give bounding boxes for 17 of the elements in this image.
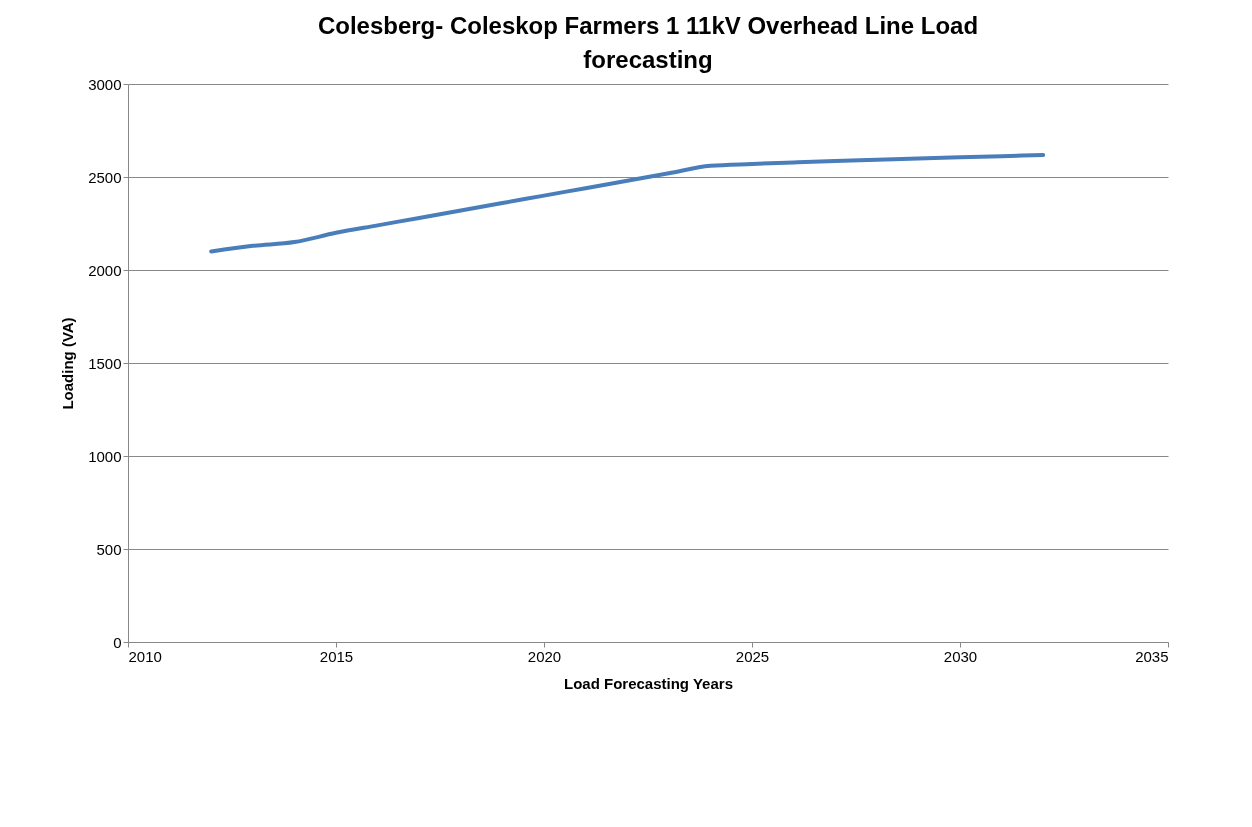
y-tick-label: 500 [96, 540, 122, 558]
y-tick-label: 0 [113, 633, 122, 651]
x-tick-label: 2035 [1135, 647, 1169, 665]
line-series [209, 153, 1046, 254]
y-tick-label: 1000 [88, 447, 122, 465]
y-axis-title: Loading (VA) [59, 317, 77, 410]
y-tick-label: 1500 [88, 354, 122, 372]
y-tick-label: 2500 [88, 168, 122, 186]
y-tick-label: 3000 [88, 75, 122, 93]
x-tick-label: 2010 [128, 647, 162, 665]
y-tick-label: 2000 [88, 261, 122, 279]
x-tick-label: 2015 [319, 647, 354, 665]
x-axis-title: Load Forecasting Years [564, 674, 733, 692]
x-tick-label: 2030 [943, 647, 978, 665]
x-tick-label: 2020 [527, 647, 562, 665]
x-tick-label: 2025 [735, 647, 770, 665]
chart-title: Colesberg- Coleskop Farmers 1 11kV Overhead Line Load forecasting [317, 12, 979, 73]
